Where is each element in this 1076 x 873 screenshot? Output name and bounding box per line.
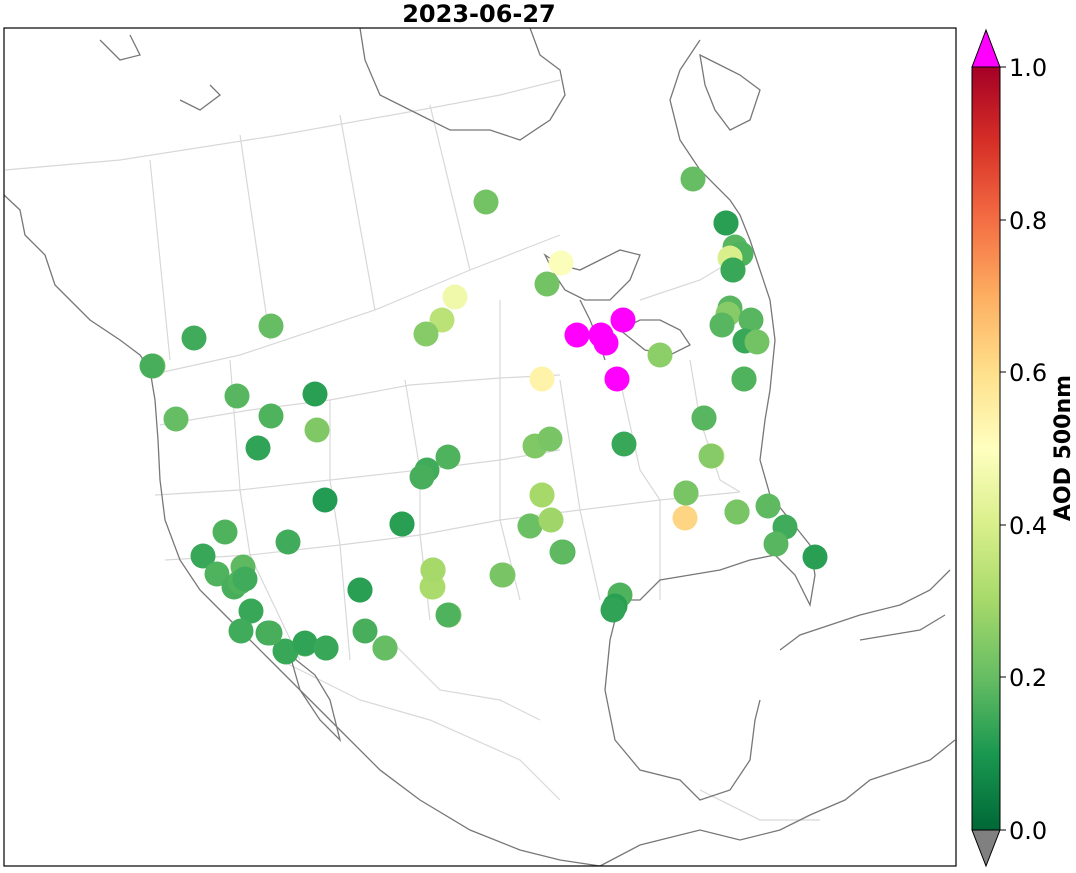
aod-station-marker [763,531,789,557]
aod-station-marker [538,507,564,533]
aod-station-marker [548,250,574,276]
aod-station-marker [275,529,301,555]
aod-station-marker [564,322,590,348]
aod-station-marker [292,630,318,656]
aod-station-marker [802,544,828,570]
aod-station-marker [593,330,619,356]
colorbar: 0.0 0.2 0.4 0.6 0.8 1.0 AOD 500nm [971,28,1076,868]
map-frame [3,27,957,867]
aod-station-marker [698,443,724,469]
aod-station-marker [672,505,698,531]
aod-station-marker [738,307,764,333]
colorbar-over-triangle [971,28,1001,68]
aod-station-marker [163,406,189,432]
aod-station-marker [537,426,563,452]
aod-station-marker [304,417,330,443]
aod-station-marker [744,329,770,355]
aod-station-marker [204,561,230,587]
aod-station-marker [313,635,339,661]
aod-station-marker [302,381,328,407]
aod-station-marker [272,638,298,664]
colorbar-under-triangle [971,829,1001,868]
aod-station-marker [600,597,626,623]
aod-station-marker [709,312,735,338]
aod-station-marker [257,620,283,646]
aod-station-marker [529,366,555,392]
aod-station-marker [232,566,258,592]
aod-station-marker [435,444,461,470]
aod-station-marker [245,435,271,461]
colorbar-tick-label: 0.4 [1009,512,1047,540]
aod-station-marker [312,487,338,513]
aod-station-marker [389,511,415,537]
map-background [4,28,956,866]
aod-station-marker [529,482,555,508]
aod-station-marker [413,321,439,347]
colorbar-scale [971,66,1001,831]
aod-station-marker [604,366,630,392]
map-title: 2023-06-27 [402,0,556,28]
aod-station-marker [610,307,636,333]
aod-station-marker [212,519,238,545]
aod-station-marker [139,353,165,379]
aod-station-marker [473,189,499,215]
aod-station-marker [517,513,543,539]
aod-station-marker [372,635,398,661]
state-province-borders [4,79,820,821]
aod-station-marker [228,618,254,644]
aod-station-marker [409,464,435,490]
aod-station-marker [647,342,673,368]
aod-station-marker [238,598,264,624]
aod-station-marker [190,543,216,569]
aod-station-marker [258,313,284,339]
aod-station-marker [731,366,757,392]
aod-station-marker [713,210,739,236]
aod-station-marker [720,257,746,283]
colorbar-tick-label: 0.6 [1009,359,1047,387]
aod-station-marker [442,284,468,310]
aod-station-marker [420,557,446,583]
colorbar-ticks: 0.0 0.2 0.4 0.6 0.8 1.0 [1000,54,1047,845]
aod-station-marker [347,577,373,603]
aod-station-marker [489,562,515,588]
aod-station-marker [352,618,378,644]
aod-station-marker [258,403,284,429]
colorbar-tick-label: 0.8 [1009,207,1047,235]
colorbar-tick-label: 0.2 [1009,664,1047,692]
aod-station-marker [755,493,781,519]
map-panel[interactable] [3,27,957,867]
aod-station-marker [724,499,750,525]
colorbar-tick-label: 1.0 [1009,54,1047,82]
aod-station-markers [139,166,828,665]
aod-station-marker [691,405,717,431]
aod-station-marker [680,166,706,192]
colorbar-label: AOD 500nm [1051,375,1076,521]
aod-station-marker [549,539,575,565]
aod-station-marker [611,431,637,457]
aod-station-marker [435,602,461,628]
aod-station-marker [224,383,250,409]
aod-station-marker [534,271,560,297]
aod-station-marker [181,325,207,351]
aod-station-marker [673,480,699,506]
colorbar-tick-label: 0.0 [1009,817,1047,845]
